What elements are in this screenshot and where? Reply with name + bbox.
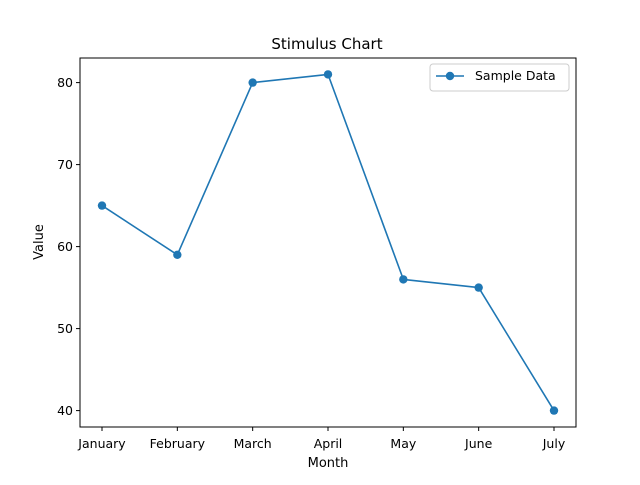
- data-point: [248, 78, 257, 87]
- x-tick-label: June: [464, 436, 493, 451]
- series-layer: [97, 70, 559, 415]
- x-tick-label: July: [542, 436, 566, 451]
- legend-label: Sample Data: [475, 68, 556, 83]
- x-axis: January February March April May June July: [77, 427, 566, 451]
- y-tick-label: 70: [57, 157, 73, 172]
- x-tick-label: January: [77, 436, 126, 451]
- x-tick-label: February: [150, 436, 206, 451]
- data-point: [173, 250, 182, 259]
- x-tick-label: May: [390, 436, 416, 451]
- y-tick-label: 50: [57, 321, 73, 336]
- y-axis-label: Value: [32, 224, 47, 260]
- data-point: [399, 275, 408, 284]
- y-axis: 40 50 60 70 80: [57, 75, 80, 418]
- x-tick-label: April: [314, 436, 343, 451]
- data-point: [97, 201, 107, 210]
- data-point: [549, 406, 559, 415]
- x-axis-label: Month: [308, 456, 349, 471]
- data-point: [323, 70, 333, 79]
- y-tick-label: 40: [57, 403, 73, 418]
- x-tick-label: March: [234, 436, 272, 451]
- legend: Sample Data: [429, 63, 570, 92]
- data-point: [474, 283, 483, 292]
- chart-title: Stimulus Chart: [271, 35, 382, 53]
- legend-box: [429, 63, 570, 92]
- y-tick-label: 60: [57, 239, 73, 254]
- y-tick-label: 80: [57, 75, 73, 90]
- legend-marker: [445, 71, 455, 81]
